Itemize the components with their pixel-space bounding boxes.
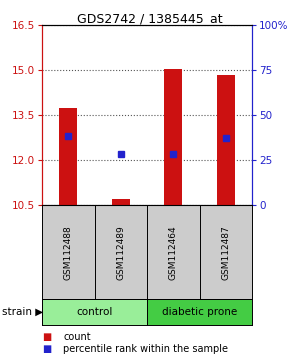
Text: GDS2742 / 1385445_at: GDS2742 / 1385445_at xyxy=(77,12,223,25)
Text: count: count xyxy=(63,332,91,342)
Text: control: control xyxy=(76,307,113,317)
Text: GSM112488: GSM112488 xyxy=(64,225,73,280)
Bar xyxy=(164,69,182,205)
Bar xyxy=(147,299,252,325)
Bar xyxy=(112,199,130,205)
Bar xyxy=(59,108,77,205)
Text: diabetic prone: diabetic prone xyxy=(162,307,237,317)
Text: strain ▶: strain ▶ xyxy=(2,307,43,317)
Bar xyxy=(217,75,235,205)
Bar xyxy=(42,299,147,325)
Text: ■: ■ xyxy=(42,344,51,354)
Text: GSM112464: GSM112464 xyxy=(169,225,178,280)
Text: GSM112487: GSM112487 xyxy=(221,225,230,280)
Text: percentile rank within the sample: percentile rank within the sample xyxy=(63,344,228,354)
Text: GSM112489: GSM112489 xyxy=(116,225,125,280)
Text: ■: ■ xyxy=(42,332,51,342)
